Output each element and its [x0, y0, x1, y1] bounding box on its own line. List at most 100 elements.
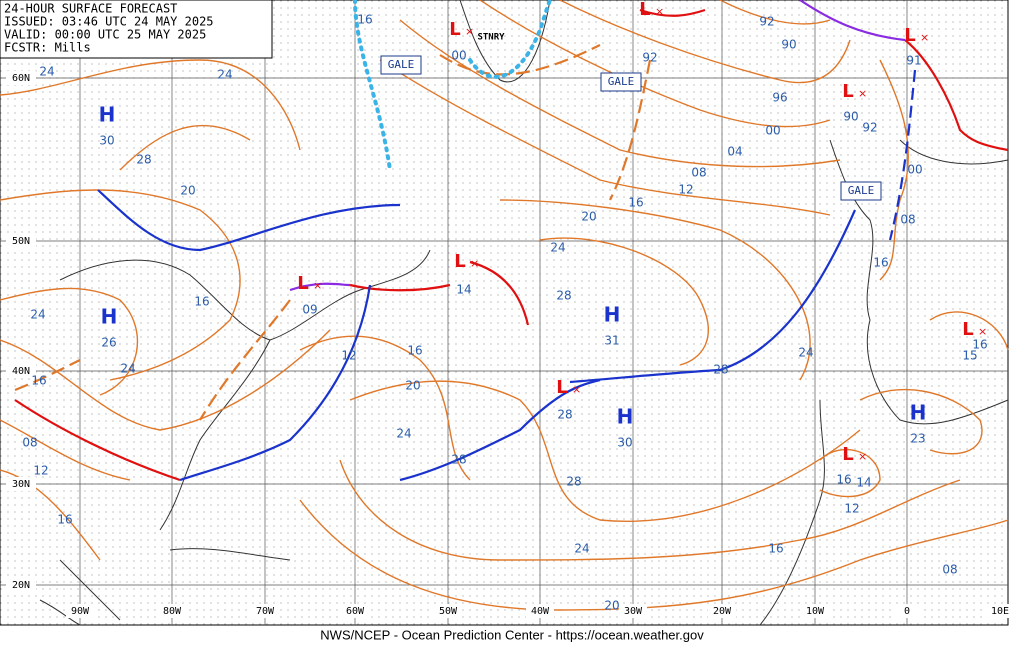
- low-marker: ×: [858, 87, 867, 100]
- lon-label: 50W: [439, 606, 458, 617]
- lon-label: 20W: [713, 606, 732, 617]
- isobar-label: 24: [574, 542, 589, 556]
- low-symbol: L: [297, 273, 308, 294]
- low-marker: ×: [920, 31, 929, 44]
- high-symbol: H: [604, 303, 621, 327]
- lon-label-bg: [986, 604, 1014, 618]
- front-label: STNRY: [477, 33, 505, 43]
- low-marker: ×: [858, 450, 867, 463]
- lat-label-bg: [6, 477, 36, 491]
- isobar-label: 16: [194, 295, 209, 309]
- isobar-label: 24: [217, 68, 232, 82]
- lon-label: 60W: [346, 606, 365, 617]
- isobar-label: 92: [862, 121, 877, 135]
- high-symbol: H: [99, 103, 116, 127]
- lon-label-bg: [893, 604, 921, 618]
- isobar-label: 16: [407, 344, 422, 358]
- isobar-label: 96: [772, 91, 787, 105]
- isobar-label: 16: [31, 374, 46, 388]
- low-marker: ×: [470, 257, 479, 270]
- low-pressure: 09: [302, 303, 317, 317]
- isobar-label: 28: [451, 453, 466, 467]
- warning-box: [840, 181, 882, 201]
- isobar-label: 28: [136, 153, 151, 167]
- low-marker: ×: [313, 279, 322, 292]
- high-pressure: 30: [617, 436, 632, 450]
- lon-label: 80W: [163, 606, 182, 617]
- isobar-label: 24: [396, 427, 411, 441]
- lon-label: 90W: [71, 606, 90, 617]
- isobar-label: 16: [768, 542, 783, 556]
- isobar-label: 12: [33, 464, 48, 478]
- low-marker: ×: [655, 5, 664, 18]
- low-symbol: L: [454, 251, 465, 272]
- lat-label: 40N: [12, 366, 30, 377]
- fronts: [14, 0, 1009, 482]
- isobar-label: 16: [628, 196, 643, 210]
- low-symbol: L: [962, 319, 973, 340]
- isobar-label: 20: [405, 379, 420, 393]
- low-pressure: 14: [856, 476, 871, 490]
- isobars: [0, 0, 1009, 611]
- lon-label: 10W: [806, 606, 825, 617]
- isobar-label: 92: [759, 15, 774, 29]
- lon-label-bg: [708, 604, 736, 618]
- low-symbol: L: [842, 444, 853, 465]
- warning-label: GALE: [848, 184, 875, 197]
- isobar-label: 20: [180, 184, 195, 198]
- isobar-label: 08: [900, 213, 915, 227]
- lon-label: 0: [904, 606, 910, 617]
- lon-label-bg: [619, 604, 647, 618]
- isobar-label: 04: [727, 145, 742, 159]
- low-pressure: 14: [456, 283, 471, 297]
- isobar-label: 28: [556, 289, 571, 303]
- lat-label-bg: [6, 71, 36, 85]
- isobar-label: 00: [765, 124, 780, 138]
- isobar-label: 28: [566, 475, 581, 489]
- lon-label: 10E: [991, 606, 1009, 617]
- high-symbol: H: [101, 305, 118, 329]
- isobar-label: 12: [678, 183, 693, 197]
- warning-label: GALE: [608, 75, 635, 88]
- header-line: ISSUED: 03:46 UTC 24 MAY 2025: [4, 15, 214, 29]
- lon-label-bg: [434, 604, 462, 618]
- isobar-label: 16: [873, 256, 888, 270]
- isobar-label: 28: [557, 408, 572, 422]
- low-pressure: 00: [451, 49, 466, 63]
- lat-label: 30N: [12, 479, 30, 490]
- isobar-label: 16: [357, 13, 372, 27]
- lon-label-bg: [341, 604, 369, 618]
- lon-label: 70W: [256, 606, 275, 617]
- low-symbol: L: [639, 0, 650, 20]
- isobar-label: 28: [713, 363, 728, 377]
- low-symbol: L: [904, 25, 915, 46]
- lat-label: 20N: [12, 580, 30, 591]
- header-line: VALID: 00:00 UTC 25 MAY 2025: [4, 28, 206, 42]
- lon-label: 30W: [624, 606, 643, 617]
- isobar-label: 00: [907, 163, 922, 177]
- isobar-label: 24: [39, 65, 54, 79]
- low-pressure: 90: [843, 110, 858, 124]
- low-symbol: L: [556, 377, 567, 398]
- low-pressure: 91: [906, 54, 921, 68]
- lat-label: 60N: [12, 73, 30, 84]
- isobar-label: 24: [798, 346, 813, 360]
- low-pressure: 15: [962, 349, 977, 363]
- high-pressure: 23: [910, 432, 925, 446]
- isobar-label: 20: [604, 599, 619, 613]
- isobar-label: 20: [581, 210, 596, 224]
- low-symbol: L: [449, 19, 460, 40]
- isobar-label: 24: [120, 362, 135, 376]
- lat-label-bg: [6, 364, 36, 378]
- footer: NWS/NCEP - Ocean Prediction Center - htt…: [320, 627, 704, 642]
- warning-label: GALE: [388, 58, 415, 71]
- isobar-label: 24: [550, 241, 565, 255]
- high-symbol: H: [910, 401, 927, 425]
- low-marker: ×: [978, 325, 987, 338]
- low-marker: ×: [572, 383, 581, 396]
- lon-label-bg: [801, 604, 829, 618]
- lon-label-bg: [526, 604, 554, 618]
- map-background: [0, 0, 1008, 625]
- high-symbol: H: [617, 405, 634, 429]
